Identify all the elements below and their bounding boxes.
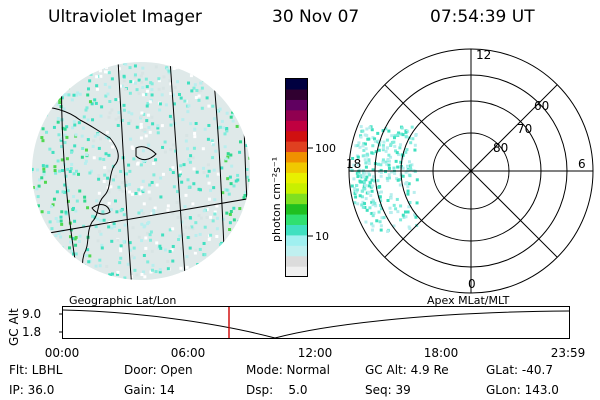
- mlt-label-0: 0: [468, 277, 476, 291]
- time-label: 07:54:39 UT: [430, 7, 535, 27]
- x-tick-1800: 18:00: [424, 346, 459, 360]
- colorbar-unit-label: photon cm⁻²s⁻¹: [270, 156, 283, 242]
- lat-label-60: 60: [534, 99, 549, 113]
- colorbar-tick-100: 100: [315, 142, 336, 155]
- info-ip: IP: 36.0: [9, 383, 55, 397]
- y-axis-title: GC Alt: [7, 308, 21, 346]
- y-tick-1-8: 1.8: [22, 325, 41, 339]
- info-glon: GLon: 143.0: [486, 383, 559, 397]
- x-tick-2359: 23:59: [551, 346, 586, 360]
- info-dsp: Dsp: 5.0: [246, 383, 308, 397]
- y-tick-9: 9.0: [22, 307, 41, 321]
- lat-label-80: 80: [493, 141, 508, 155]
- info-mode: Mode: Normal: [246, 363, 330, 377]
- apex-label: Apex MLat/MLT: [427, 294, 510, 307]
- colorbar: 100 10: [285, 78, 336, 278]
- date-label: 30 Nov 07: [272, 7, 360, 27]
- info-glat: GLat: -40.7: [486, 363, 553, 377]
- mlt-label-6: 6: [578, 157, 586, 171]
- x-tick-0600: 06:00: [171, 346, 206, 360]
- altitude-timeline: 9.0 1.8 GC Alt 00:00 06:00 12:00 18:00 2…: [7, 306, 586, 360]
- app-title: Ultraviolet Imager: [48, 7, 202, 27]
- mlt-label-18: 18: [346, 157, 361, 171]
- mlt-label-12: 12: [476, 48, 491, 62]
- info-seq: Seq: 39: [365, 383, 411, 397]
- x-tick-0000: 00:00: [45, 346, 80, 360]
- info-gc-alt: GC Alt: 4.9 Re: [365, 363, 449, 377]
- colorbar-tick-10: 10: [315, 230, 329, 243]
- polar-aurora-icon: 60 70 80 12 18 6 0: [346, 48, 594, 294]
- info-door: Door: Open: [124, 363, 193, 377]
- lat-label-70: 70: [517, 122, 532, 136]
- info-flt: Flt: LBHL: [9, 363, 63, 377]
- info-gain: Gain: 14: [124, 383, 175, 397]
- geographic-label: Geographic Lat/Lon: [69, 294, 177, 307]
- x-tick-1200: 12:00: [298, 346, 333, 360]
- uv-earth-disk-icon: [32, 62, 250, 280]
